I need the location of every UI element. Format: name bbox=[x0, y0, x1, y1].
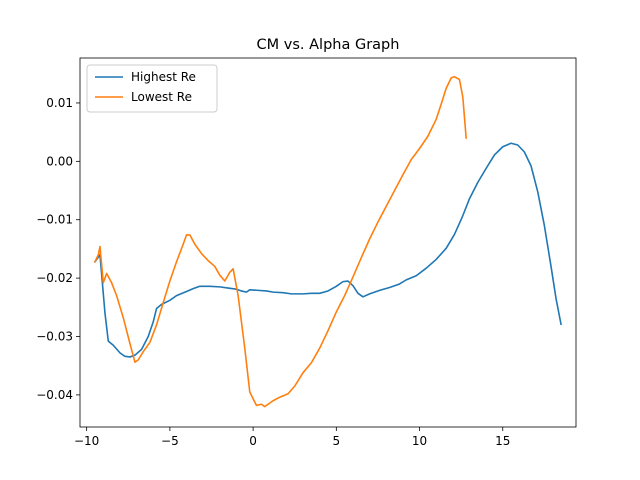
x-axis: −10 −5 0 5 10 15 bbox=[74, 427, 510, 448]
y-tick-label: −0.03 bbox=[36, 330, 73, 344]
x-tick-label: 0 bbox=[249, 434, 257, 448]
y-tick-label: −0.01 bbox=[36, 213, 73, 227]
chart-title: CM vs. Alpha Graph bbox=[257, 37, 400, 53]
y-tick-label: −0.04 bbox=[36, 388, 73, 402]
series-line-lowest-re bbox=[93, 75, 468, 408]
y-tick-label: 0.00 bbox=[46, 154, 73, 168]
x-tick-label: 10 bbox=[412, 434, 427, 448]
legend-label: Highest Re bbox=[131, 70, 196, 84]
plot-frame bbox=[79, 57, 577, 428]
y-tick-label: 0.01 bbox=[46, 96, 73, 110]
x-tick-label: −10 bbox=[74, 434, 99, 448]
series-line-highest-re bbox=[93, 142, 562, 358]
legend-label: Lowest Re bbox=[131, 90, 192, 104]
series-layer bbox=[93, 75, 562, 408]
y-axis: −0.04 −0.03 −0.02 −0.01 0.00 0.01 bbox=[36, 96, 80, 402]
x-tick-label: 15 bbox=[495, 434, 510, 448]
x-tick-label: 5 bbox=[333, 434, 341, 448]
x-tick-label: −5 bbox=[161, 434, 179, 448]
legend: Highest Re Lowest Re bbox=[86, 64, 218, 113]
y-tick-label: −0.02 bbox=[36, 271, 73, 285]
